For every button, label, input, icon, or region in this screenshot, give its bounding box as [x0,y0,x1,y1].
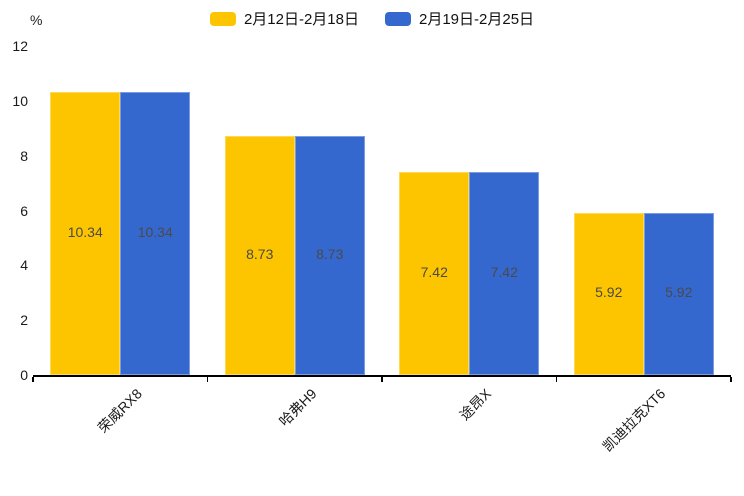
y-tick-label: 2 [20,312,28,329]
bar-week1-1 [224,136,295,375]
bar-value-label: 8.73 [246,245,274,262]
x-axis-tick [555,377,558,382]
bar-week2-2 [469,172,540,375]
x-category-label: 凯迪拉克XT6 [599,385,669,455]
legend-item-week1[interactable]: 2月12日-2月18日 [209,8,359,29]
x-axis-tick [32,377,34,382]
bar-week1-3 [573,213,644,375]
bar-value-label: 5.92 [595,284,623,300]
x-axis-tick [381,377,383,382]
y-tick-label: 6 [20,202,28,219]
x-axis-tick [206,377,209,382]
bar-value-label: 8.73 [316,245,344,262]
y-tick-label: 0 [20,367,28,383]
legend-swatch-yellow-icon [209,11,236,26]
bar-value-label: 7.42 [490,263,518,280]
bar-week1-0 [50,92,121,375]
y-tick-label: 8 [20,147,28,164]
x-axis-tick [730,377,732,382]
bar-week1-2 [399,172,470,375]
y-tick-label: 4 [20,257,28,274]
legend-item-week2[interactable]: 2月19日-2月25日 [385,8,534,29]
bar-week2-0 [120,92,191,375]
y-axis-unit-label: % [30,12,43,28]
y-tick-label: 12 [12,38,28,54]
x-category-label: 荣威RX8 [94,385,145,436]
y-tick-label: 10 [12,92,28,109]
bar-week2-1 [294,136,365,375]
legend-label-week2: 2月19日-2月25日 [419,11,535,28]
bar-value-label: 7.42 [420,263,448,280]
bar-value-label: 5.92 [665,284,693,300]
bar-value-label: 10.34 [137,223,173,240]
legend-label-week1: 2月12日-2月18日 [243,11,359,28]
x-category-label: 哈弗H9 [275,385,320,430]
legend-swatch-blue-icon [385,11,411,26]
x-category-label: 途昂X [456,385,494,424]
bar-week2-3 [643,213,714,375]
x-axis-line [33,375,731,377]
legend: 2月12日-2月18日 2月19日-2月25日 [0,8,744,29]
bar-value-label: 10.34 [67,223,103,240]
